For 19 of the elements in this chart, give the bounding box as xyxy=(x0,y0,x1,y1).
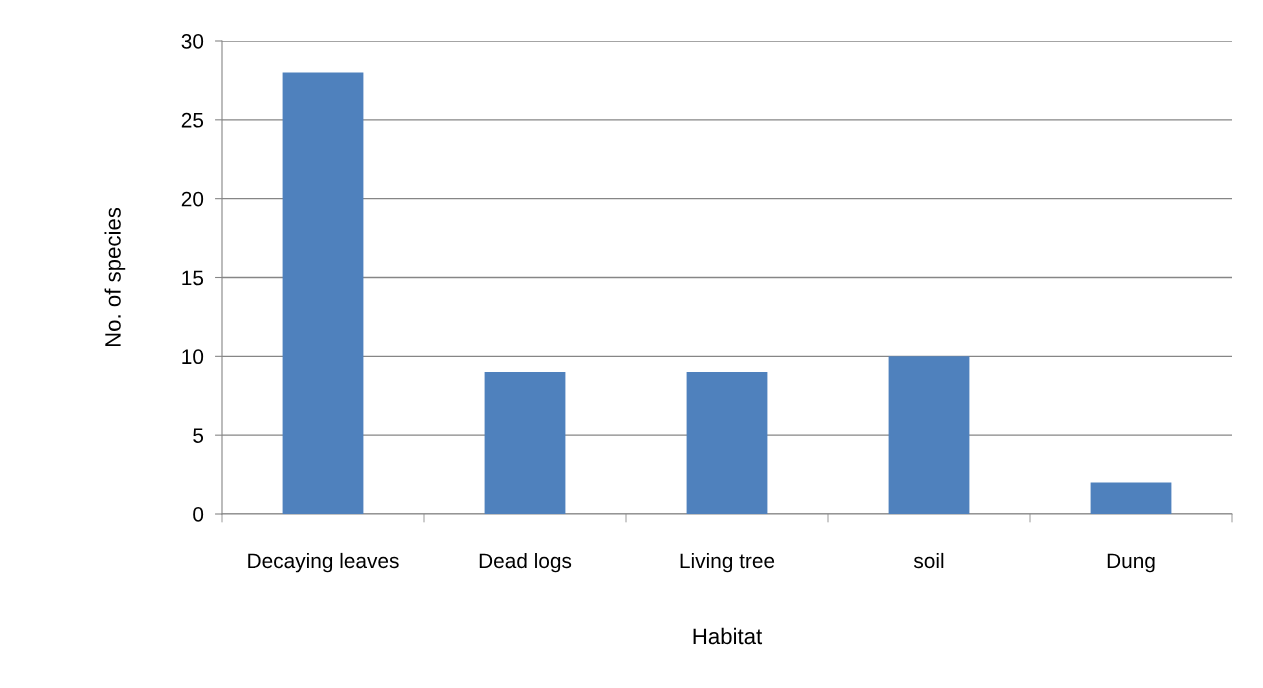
y-tick-label: 0 xyxy=(193,507,204,522)
x-tick-label: Dead logs xyxy=(479,552,572,573)
y-tick-label: 25 xyxy=(181,112,204,128)
y-tick-label: 15 xyxy=(182,270,204,286)
y-axis-title: No. of species xyxy=(104,207,126,347)
bar xyxy=(1090,482,1172,514)
bar xyxy=(686,372,768,514)
x-tick-label: Living tree xyxy=(680,552,775,573)
y-tick-label: 20 xyxy=(181,191,204,207)
bar xyxy=(484,372,566,514)
y-tick-label: 5 xyxy=(193,428,204,443)
bar xyxy=(888,356,970,514)
x-axis-title: Habitat xyxy=(693,627,763,645)
y-tick-label: 10 xyxy=(182,349,204,365)
x-tick-label: Decaying leaves xyxy=(248,552,399,573)
y-tick-label: 30 xyxy=(181,34,204,49)
bar xyxy=(282,72,364,514)
x-tick-label: soil xyxy=(913,552,944,569)
x-tick-label: Dung xyxy=(1107,553,1155,573)
